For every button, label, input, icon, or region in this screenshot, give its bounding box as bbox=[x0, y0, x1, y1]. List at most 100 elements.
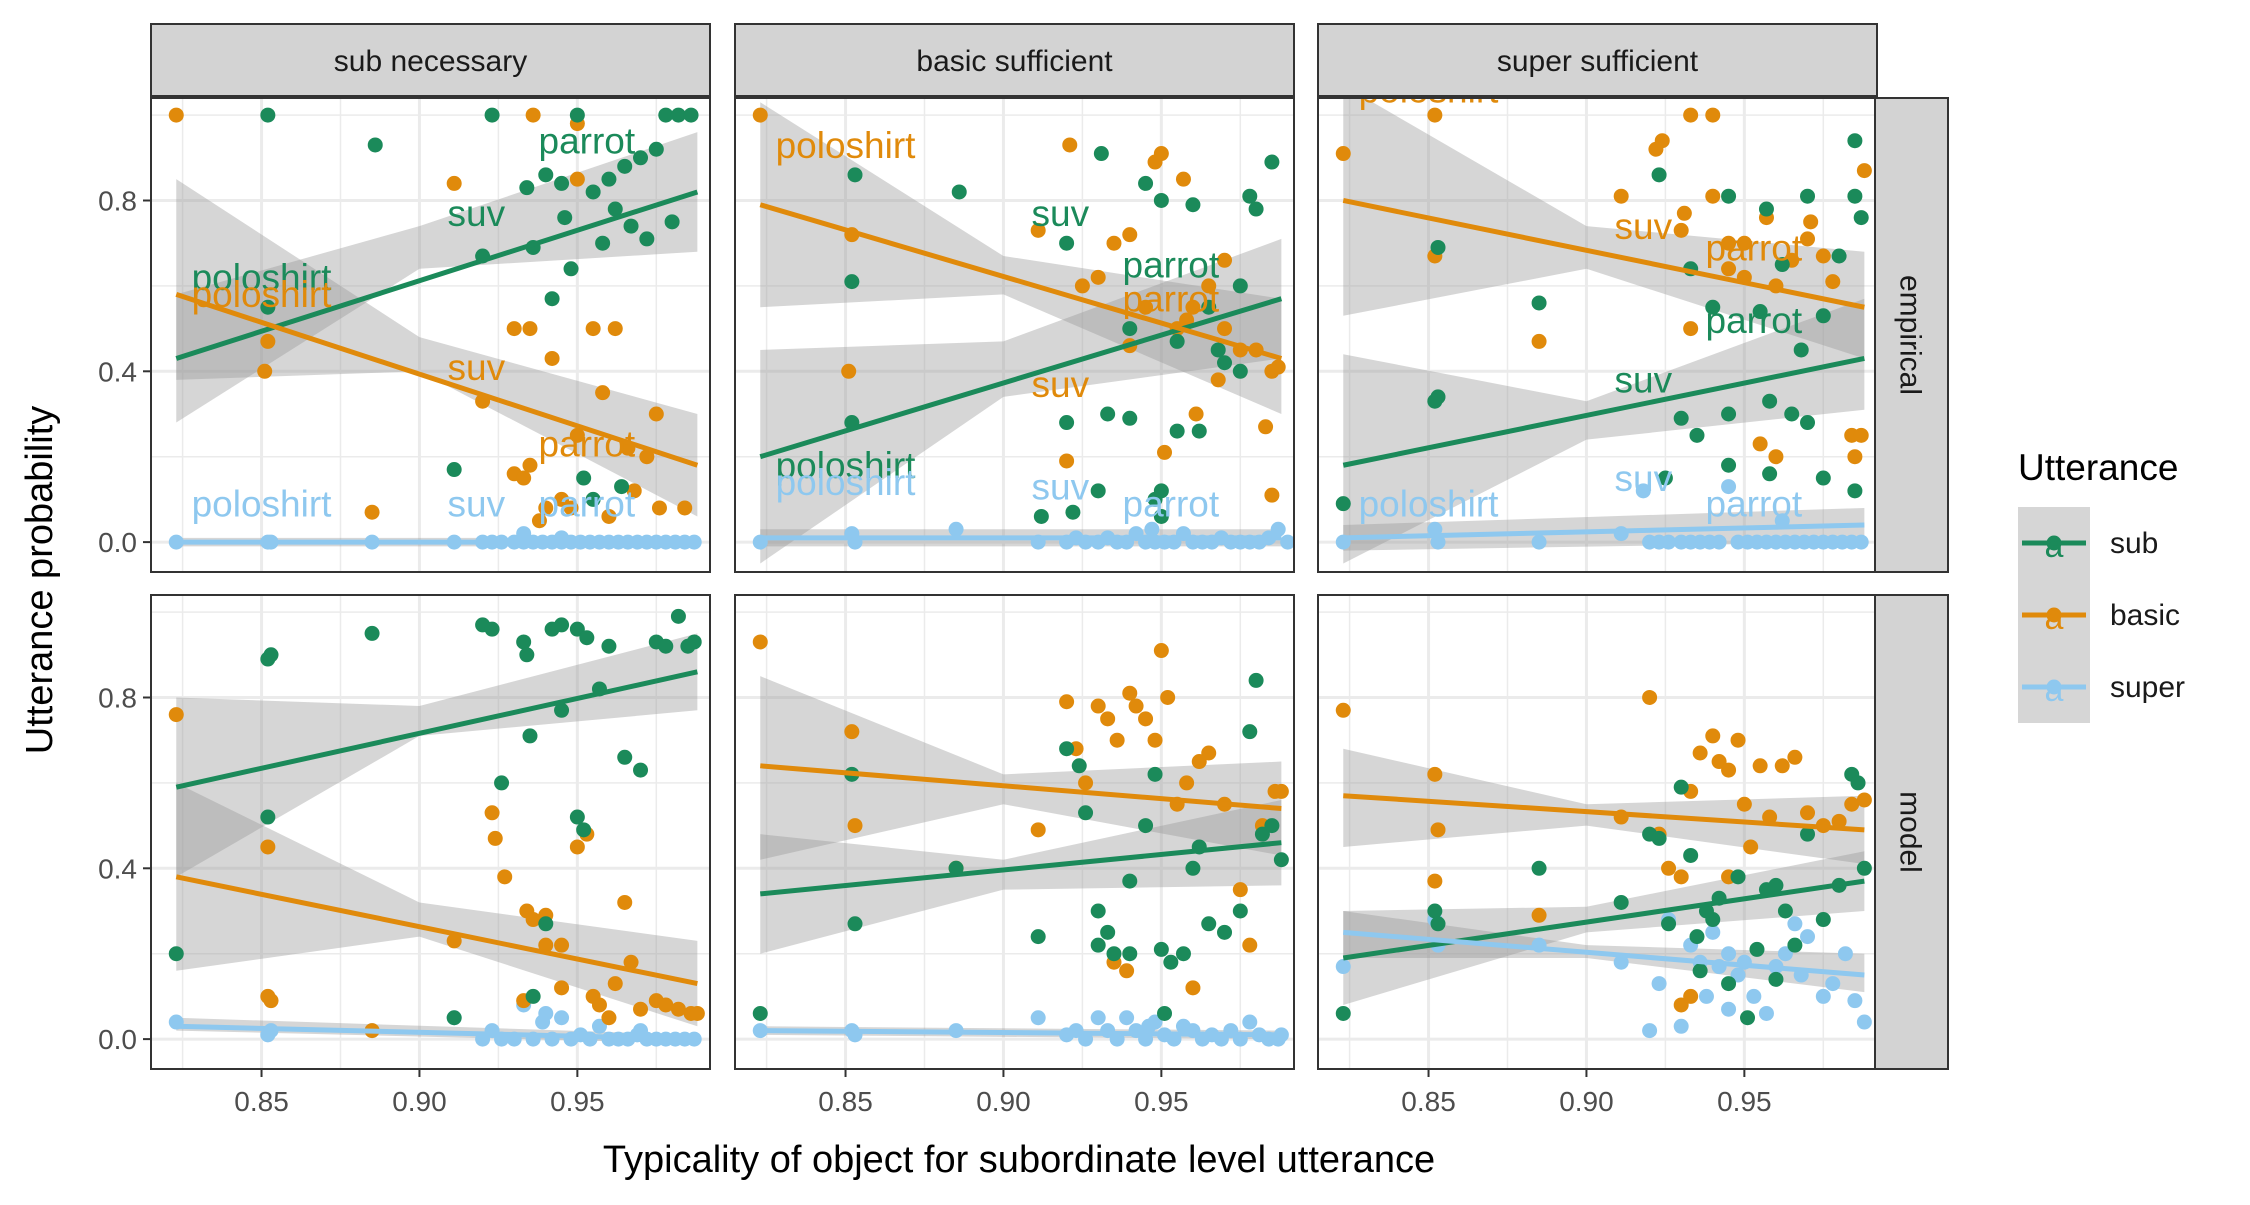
data-point-sub bbox=[1657, 470, 1673, 486]
data-point-basic bbox=[260, 839, 276, 855]
data-point-basic bbox=[1201, 278, 1217, 294]
data-point-basic bbox=[1030, 822, 1046, 838]
data-point-basic bbox=[1531, 907, 1547, 923]
item-label-sub: poloshirt bbox=[192, 257, 333, 298]
data-point-basic bbox=[1138, 711, 1154, 727]
legend-key-point bbox=[2046, 679, 2062, 695]
data-point-sub bbox=[1242, 724, 1258, 740]
data-point-basic bbox=[847, 818, 863, 834]
data-point-sub bbox=[1831, 248, 1847, 264]
data-point-basic bbox=[260, 333, 276, 349]
data-point-basic bbox=[1692, 745, 1708, 761]
data-point-basic bbox=[1752, 758, 1768, 774]
data-point-basic bbox=[844, 724, 860, 740]
regression-line-sub bbox=[175, 189, 699, 361]
data-point-basic bbox=[1242, 937, 1258, 953]
data-point-basic bbox=[569, 427, 585, 443]
data-point-basic bbox=[639, 449, 655, 465]
data-point-sub bbox=[752, 1005, 768, 1021]
data-point-basic bbox=[1831, 813, 1847, 829]
data-point-sub bbox=[1030, 929, 1046, 945]
item-label-super: parrot bbox=[539, 483, 636, 524]
data-point-basic bbox=[1059, 694, 1075, 710]
data-point-super bbox=[1030, 1010, 1046, 1026]
data-point-sub bbox=[664, 214, 680, 230]
data-point-basic bbox=[544, 350, 560, 366]
data-point-sub bbox=[1721, 457, 1737, 473]
data-point-sub bbox=[1721, 976, 1737, 992]
data-point-sub bbox=[522, 728, 538, 744]
regression-line-basic bbox=[760, 763, 1282, 812]
item-label-basic: suv bbox=[448, 347, 506, 388]
data-point-sub bbox=[1065, 504, 1081, 520]
data-point-sub bbox=[525, 988, 541, 1004]
data-point-sub bbox=[670, 608, 686, 624]
panel-border bbox=[734, 97, 1295, 573]
confidence-band-basic bbox=[1343, 98, 1865, 359]
data-point-sub bbox=[1122, 946, 1138, 962]
data-point-sub bbox=[633, 150, 649, 166]
data-point-basic bbox=[1825, 274, 1841, 290]
data-point-basic bbox=[1844, 796, 1860, 812]
data-point-sub bbox=[1749, 941, 1765, 957]
legend-label: sub bbox=[2110, 527, 2158, 560]
data-point-sub bbox=[1153, 192, 1169, 208]
data-point-basic bbox=[1335, 146, 1351, 162]
data-point-sub bbox=[1232, 278, 1248, 294]
facet-strip-label: empirical bbox=[1894, 275, 1927, 395]
panel-empirical-2: poloshirtsuvparrotparrotsuvpoloshirtsuvp… bbox=[1317, 69, 1878, 573]
data-point-sub bbox=[576, 470, 592, 486]
item-label-super: poloshirt bbox=[1359, 483, 1500, 524]
data-point-sub bbox=[1531, 295, 1547, 311]
data-point-super bbox=[1651, 976, 1667, 992]
plot-area: poloshirtsuvparrotparrotsuvpoloshirtsuvp… bbox=[1335, 69, 1872, 564]
item-label-sub: parrot bbox=[1706, 300, 1803, 341]
data-point-basic bbox=[1273, 783, 1289, 799]
data-point-sub bbox=[554, 617, 570, 633]
data-point-sub bbox=[1153, 508, 1169, 524]
data-point-basic bbox=[1232, 882, 1248, 898]
facet-strip-col bbox=[1317, 23, 1878, 97]
data-point-sub bbox=[1787, 937, 1803, 953]
x-tick-label: 0.90 bbox=[392, 1086, 447, 1117]
data-point-basic bbox=[1800, 231, 1816, 247]
data-point-basic bbox=[670, 1001, 686, 1017]
data-point-basic bbox=[1803, 214, 1819, 230]
regression-line-basic bbox=[175, 874, 698, 987]
regression-line-sub bbox=[760, 840, 1282, 897]
data-point-basic bbox=[538, 937, 554, 953]
data-point-sub bbox=[844, 274, 860, 290]
item-label-basic: poloshirt bbox=[1359, 69, 1500, 110]
data-point-basic bbox=[689, 1005, 705, 1021]
data-point-sub bbox=[1093, 146, 1109, 162]
regression-line-basic bbox=[1343, 793, 1865, 833]
legend-key-point bbox=[2046, 607, 2062, 623]
facet-strip-row bbox=[1874, 594, 1949, 1070]
data-point-basic bbox=[1762, 809, 1778, 825]
confidence-band-basic bbox=[176, 782, 698, 1027]
data-point-sub bbox=[1033, 508, 1049, 524]
facet-strip-col bbox=[734, 23, 1295, 97]
data-point-sub bbox=[1191, 423, 1207, 439]
data-point-basic bbox=[1736, 235, 1752, 251]
data-point-sub bbox=[1661, 916, 1677, 932]
data-point-basic bbox=[563, 500, 579, 516]
data-point-sub bbox=[1768, 877, 1784, 893]
data-point-basic bbox=[752, 107, 768, 123]
data-point-super bbox=[1141, 1018, 1157, 1034]
data-point-sub bbox=[1078, 805, 1094, 821]
regression-line-sub bbox=[1342, 356, 1865, 468]
data-point-sub bbox=[1090, 483, 1106, 499]
x-tick-label: 0.85 bbox=[234, 1086, 289, 1117]
data-point-sub bbox=[1106, 946, 1122, 962]
data-point-sub bbox=[1768, 971, 1784, 987]
data-point-sub bbox=[633, 762, 649, 778]
data-point-basic bbox=[1109, 732, 1125, 748]
data-point-sub bbox=[367, 137, 383, 153]
data-point-sub bbox=[585, 491, 601, 507]
y-tick-label: 0.4 bbox=[98, 853, 137, 884]
data-point-sub bbox=[1071, 758, 1087, 774]
data-point-sub bbox=[1059, 235, 1075, 251]
confidence-band-basic bbox=[760, 676, 1282, 860]
item-label-super: parrot bbox=[1706, 483, 1803, 524]
